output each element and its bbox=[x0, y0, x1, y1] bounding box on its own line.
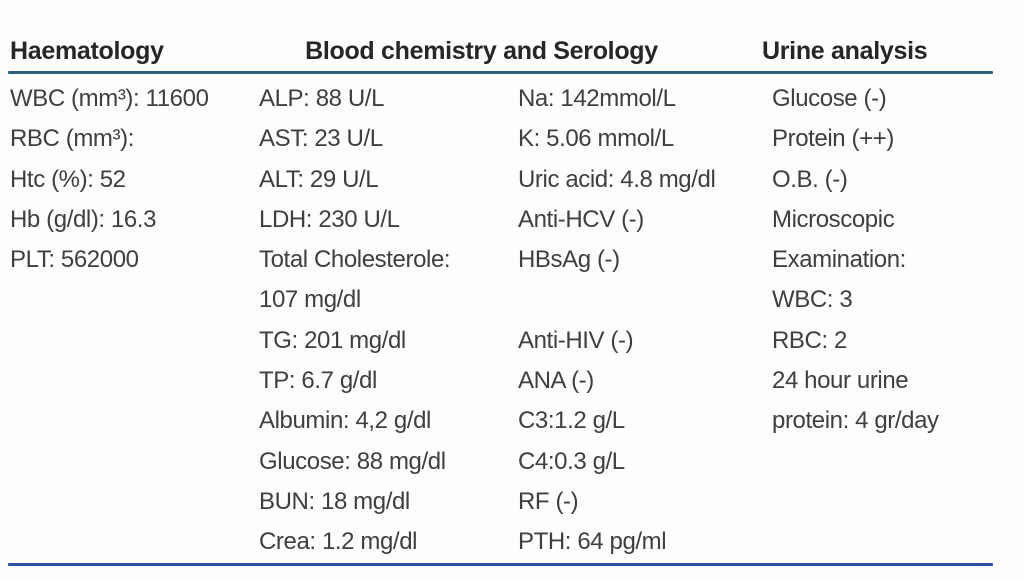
header-rule bbox=[8, 71, 993, 74]
table-cell: Glucose (-) bbox=[772, 85, 887, 112]
table-cell: Na: 142mmol/L bbox=[518, 85, 676, 112]
table-cell: ANA (-) bbox=[518, 367, 594, 395]
table-cell: HBsAg (-) bbox=[518, 246, 620, 274]
table-cell: Uric acid: 4.8 mg/dl bbox=[518, 165, 716, 193]
table-cell: 24 hour urine bbox=[772, 367, 909, 395]
table-cell: BUN: 18 mg/dl bbox=[259, 487, 410, 515]
blood-chemistry-column: ALP: 88 U/L AST: 23 U/L ALT: 29 U/L LDH: 23… bbox=[249, 79, 508, 563]
table-cell: RF (-) bbox=[518, 487, 579, 515]
table-cell: LDH: 230 U/L bbox=[259, 205, 400, 233]
bottom-rule bbox=[8, 562, 993, 566]
table-cell: C3:1.2 g/L bbox=[518, 407, 625, 435]
table-cell: AST: 23 U/L bbox=[259, 125, 383, 153]
table-cell: ALP: 88 U/L bbox=[259, 85, 385, 112]
table-cell: RBC (mm³): bbox=[10, 125, 134, 153]
table-cell: C4:0.3 g/L bbox=[518, 447, 625, 475]
table-cell: Anti-HIV (-) bbox=[518, 326, 634, 354]
table-cell: O.B. (-) bbox=[772, 165, 848, 193]
column-header-blood-chemistry-serology: Blood chemistry and Serology bbox=[305, 37, 658, 65]
table-cell: Glucose: 88 mg/dl bbox=[259, 447, 446, 475]
urine-analysis-column: Glucose (-) Protein (++) O.B. (-) Microscop… bbox=[762, 79, 1024, 563]
table-cell: K: 5.06 mmol/L bbox=[518, 125, 674, 153]
table-cell: Total Cholesterole: bbox=[259, 246, 451, 274]
table-cell: WBC: 3 bbox=[772, 286, 853, 314]
table-cell: protein: 4 gr/day bbox=[772, 407, 939, 435]
table-cell: PTH: 64 pg/ml bbox=[518, 528, 667, 556]
table-cell: ALT: 29 U/L bbox=[259, 165, 379, 193]
table-cell: Htc (%): 52 bbox=[10, 165, 126, 193]
table-header-row: Haematology Blood chemistry and Serology… bbox=[0, 0, 1024, 68]
table-cell: PLT: 562000 bbox=[10, 246, 139, 274]
table-cell: Albumin: 4,2 g/dl bbox=[259, 407, 431, 435]
table-body: WBC (mm³): 11600 RBC (mm³): Htc (%): 52 Hb … bbox=[0, 74, 1024, 563]
table-cell: WBC (mm³): 11600 bbox=[10, 85, 209, 112]
table-cell: 107 mg/dl bbox=[259, 286, 361, 314]
table-cell: RBC: 2 bbox=[772, 326, 847, 354]
column-header-urine-analysis: Urine analysis bbox=[762, 37, 928, 65]
column-header-haematology: Haematology bbox=[10, 37, 164, 65]
table-cell: Crea: 1.2 mg/dl bbox=[259, 528, 418, 556]
haematology-column: WBC (mm³): 11600 RBC (mm³): Htc (%): 52 Hb … bbox=[0, 79, 249, 563]
table-cell: Examination: bbox=[772, 246, 906, 274]
table-cell: Hb (g/dl): 16.3 bbox=[10, 205, 157, 233]
table-cell: Anti-HCV (-) bbox=[518, 205, 644, 233]
table-cell: Protein (++) bbox=[772, 125, 894, 153]
table-cell: TP: 6.7 g/dl bbox=[259, 367, 377, 395]
table-cell: TG: 201 mg/dl bbox=[259, 326, 406, 354]
table-cell bbox=[518, 280, 762, 320]
serology-column: Na: 142mmol/L K: 5.06 mmol/L Uric acid: 4.… bbox=[508, 79, 762, 563]
table-cell: Microscopic bbox=[772, 205, 895, 233]
